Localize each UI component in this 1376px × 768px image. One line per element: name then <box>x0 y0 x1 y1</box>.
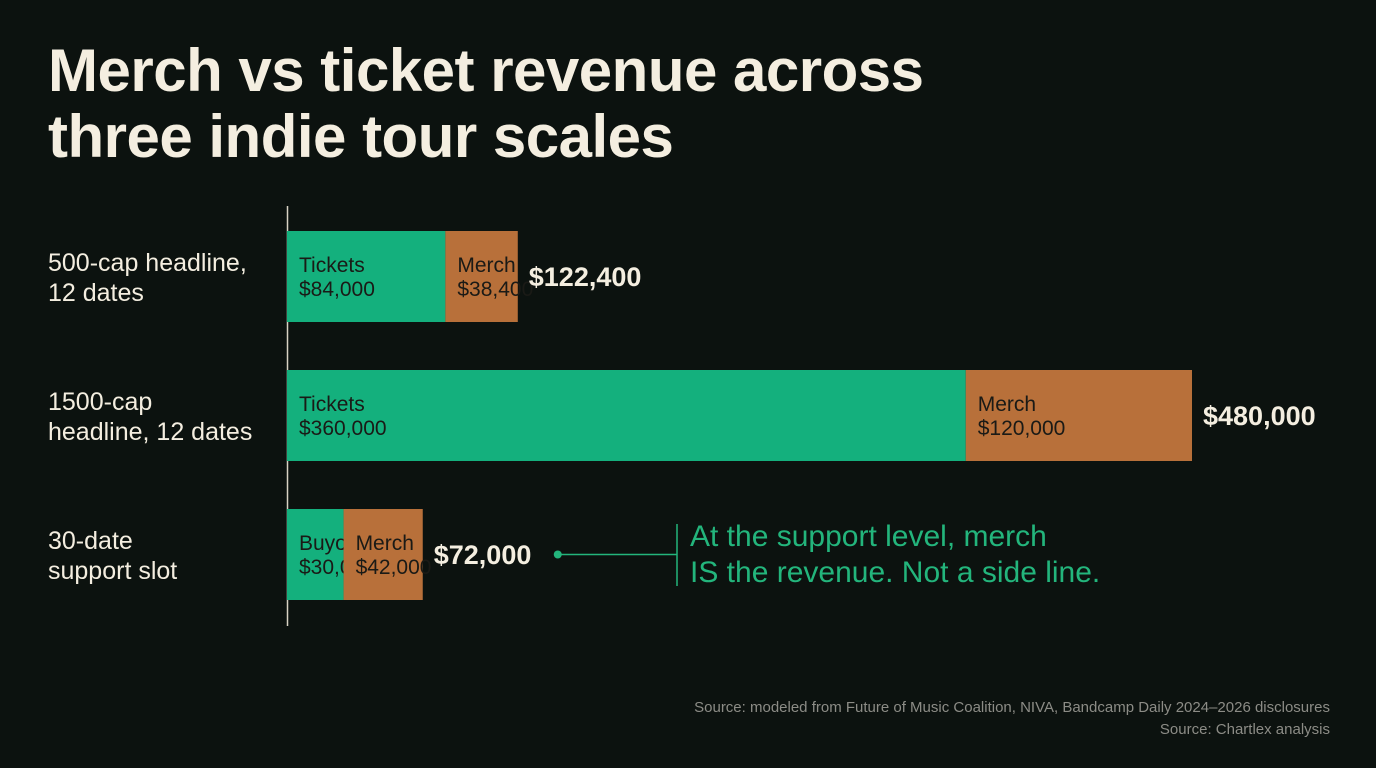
bar-label-tickets-0: Tickets <box>299 254 365 277</box>
chart-title-line-2: three indie tour scales <box>48 103 674 170</box>
bar-value-merch-0: $38,400 <box>457 278 533 301</box>
category-label-support-slot-line-2: support slot <box>48 557 178 585</box>
bar-total-label-2: $72,000 <box>434 540 532 570</box>
chart-title: Merch vs ticket revenue across three ind… <box>48 38 1048 170</box>
category-label-500-cap-line-1: 500-cap headline, <box>48 249 247 277</box>
source-credit: Source: Chartlex analysis <box>1159 721 1330 738</box>
bar-tickets-1 <box>287 370 966 461</box>
category-label-1500-cap-line-2: headline, 12 dates <box>48 418 253 446</box>
bar-merch-0 <box>445 231 518 322</box>
category-label-1500-cap: 1500-cap headline, 12 dates <box>48 387 283 447</box>
bar-total-label-1: $480,000 <box>1203 401 1316 431</box>
annotation-line-1: At the support level, merch <box>690 520 1047 553</box>
chart-title-line-1: Merch vs ticket revenue across <box>48 37 924 104</box>
source-note: Source: modeled from Future of Music Coa… <box>694 699 1330 716</box>
bar-merch-1 <box>965 370 1192 461</box>
category-label-500-cap-line-2: 12 dates <box>48 279 144 307</box>
category-label-support-slot: 30-date support slot <box>48 526 283 586</box>
bar-value-tickets-1: $360,000 <box>299 417 387 440</box>
bar-tickets-0 <box>287 231 446 322</box>
bar-merch-2 <box>343 509 423 600</box>
category-label-1500-cap-line-1: 1500-cap <box>48 388 153 416</box>
bar-label-merch-2: Merch <box>356 532 414 555</box>
bar-label-merch-0: Merch <box>457 254 515 277</box>
bar-buyout-2 <box>287 509 344 600</box>
bar-value-tickets-0: $84,000 <box>299 278 375 301</box>
bar-total-label-0: $122,400 <box>529 262 642 292</box>
bar-value-merch-2: $42,000 <box>356 556 432 579</box>
bar-label-merch-1: Merch <box>978 393 1036 416</box>
support-slot-annotation: At the support level, merch IS the reven… <box>690 519 1290 591</box>
category-label-500-cap: 500-cap headline, 12 dates <box>48 248 283 308</box>
bar-value-merch-1: $120,000 <box>978 417 1066 440</box>
bar-label-tickets-1: Tickets <box>299 393 365 416</box>
annotation-line-2: IS the revenue. Not a side line. <box>690 556 1101 589</box>
category-label-support-slot-line-1: 30-date <box>48 527 133 555</box>
